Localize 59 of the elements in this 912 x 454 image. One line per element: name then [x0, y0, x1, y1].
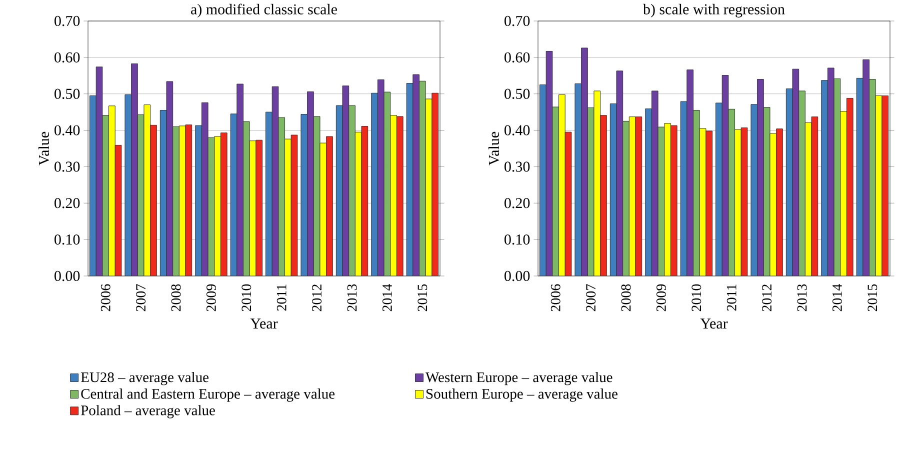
y-tick-label: 0.30 — [504, 162, 530, 172]
x-tick-label: 2007 — [136, 284, 146, 312]
y-tick-label: 0.30 — [54, 162, 80, 172]
y-tick-label: 0.40 — [54, 125, 80, 136]
legend-label: Southern Europe – average value — [426, 388, 618, 402]
x-tick-label: 2012 — [312, 284, 322, 312]
x-tick-label: 2010 — [692, 284, 702, 312]
x-tick-label: 2006 — [100, 284, 110, 312]
x-tick-label: 2011 — [276, 284, 286, 311]
chart-title: b) scale with regression — [642, 4, 785, 18]
x-tick-label: 2012 — [762, 284, 772, 312]
bar — [348, 105, 356, 276]
x-axis-title: Year — [250, 318, 278, 329]
bar — [776, 128, 783, 276]
x-tick-label: 2014 — [832, 284, 842, 312]
legend-label: EU28 – average value — [81, 372, 209, 386]
legend-label: Central and Eastern Europe – average value — [81, 388, 335, 402]
bar — [882, 95, 888, 276]
y-tick-label: 0.10 — [504, 234, 530, 245]
y-tick-label: 0.20 — [54, 198, 80, 208]
bar — [862, 59, 870, 276]
x-tick-label: 2008 — [171, 284, 181, 312]
x-tick-label: 2007 — [586, 284, 596, 312]
y-tick-label: 0.40 — [504, 125, 530, 136]
x-tick-label: 2009 — [656, 284, 666, 312]
bar — [686, 70, 694, 276]
y-tick-label: 0.70 — [504, 16, 530, 26]
x-axis-title: Year — [700, 318, 728, 329]
bar — [581, 48, 588, 276]
bar — [418, 80, 426, 276]
legend-label: Western Europe – average value — [426, 372, 612, 386]
y-tick-label: 0.70 — [54, 16, 80, 26]
y-tick-label: 0.20 — [504, 198, 530, 208]
y-tick-label: 0.00 — [504, 270, 530, 282]
x-tick-label: 2010 — [242, 284, 252, 312]
bar — [242, 121, 250, 276]
y-tick-label: 0.50 — [54, 88, 80, 99]
x-tick-label: 2013 — [797, 284, 807, 312]
legend-label: Poland – average value — [81, 405, 215, 418]
x-tick-label: 2008 — [621, 284, 631, 312]
y-axis-title: Value — [488, 132, 500, 166]
x-tick-label: 2014 — [382, 284, 392, 312]
x-tick-label: 2015 — [868, 284, 878, 312]
x-tick-label: 2009 — [206, 284, 216, 312]
bar — [172, 126, 180, 276]
chart-title: a) modified classic scale — [191, 4, 337, 18]
y-tick-label: 0.50 — [504, 88, 530, 99]
y-axis-title: Value — [38, 132, 50, 166]
x-tick-label: 2006 — [550, 284, 560, 312]
bar — [600, 115, 607, 276]
bar — [757, 79, 764, 276]
x-tick-label: 2013 — [347, 284, 357, 312]
y-tick-label: 0.10 — [54, 234, 80, 245]
bar — [706, 130, 712, 276]
x-tick-label: 2011 — [726, 284, 736, 311]
y-tick-label: 0.00 — [54, 270, 80, 282]
y-tick-label: 0.60 — [504, 52, 530, 63]
x-tick-label: 2015 — [418, 284, 428, 312]
y-tick-label: 0.60 — [54, 52, 80, 63]
